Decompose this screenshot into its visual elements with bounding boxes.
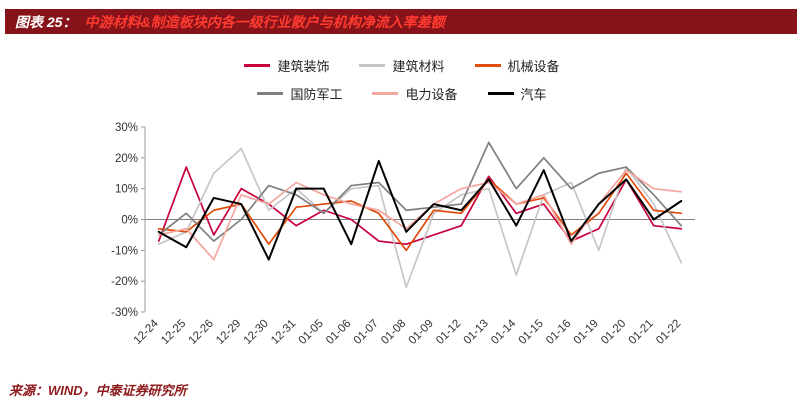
x-axis-label: 01-05 [297, 318, 326, 347]
legend-item: 建筑材料 [359, 56, 445, 75]
legend-label: 电力设备 [405, 87, 458, 102]
source-note: 来源：WIND，中泰证券研究所 [9, 383, 187, 398]
legend-label: 汽车 [520, 87, 547, 102]
line-chart: 30%20%10%0%-10%-20%-30%12-2412-2512-2612… [111, 122, 695, 347]
x-axis-label: 01-09 [407, 318, 436, 347]
y-axis-label: 0% [121, 215, 138, 227]
x-axis-label: 01-12 [434, 318, 463, 347]
figure-title: 中游材料&制造板块内各一级行业散户与机构净流入率差额 [84, 13, 445, 30]
legend-label: 国防军工 [290, 87, 343, 102]
x-axis-label: 01-06 [324, 318, 353, 347]
legend-item: 机械设备 [474, 56, 560, 75]
x-axis-label: 01-22 [654, 318, 683, 347]
legend-line-swatch [487, 92, 514, 95]
x-axis-label: 12-31 [269, 318, 298, 347]
x-axis-label: 01-21 [627, 318, 656, 347]
legend-row-2: 国防军工 电力设备 汽车 [257, 84, 547, 103]
series-line [157, 169, 683, 261]
legend-item: 国防军工 [257, 84, 342, 103]
chart-area: 30% 20% 10% 0% -10% -20% -30% 12-24 12-25 12-26 12… [95, 112, 715, 394]
y-axis-label: 10% [115, 184, 138, 196]
y-axis-label: -30% [111, 307, 138, 319]
legend-label: 建筑装饰 [277, 59, 330, 74]
legend-line-swatch [257, 92, 284, 95]
x-axis-label: 12-30 [242, 318, 271, 347]
figure-title-bar: 图表 25： 中游材料&制造板块内各一级行业散户与机构净流入率差额 [5, 9, 797, 34]
legend-line-swatch [244, 64, 271, 67]
x-axis-label: 01-14 [489, 317, 519, 347]
legend-line-swatch [474, 64, 501, 67]
series-line [157, 172, 683, 252]
chart-legend: 建筑装饰 建筑材料 机械设备国防军工 电力设备 汽车 [0, 56, 804, 103]
x-axis-label: 01-16 [544, 318, 573, 347]
x-axis-label: 12-24 [132, 317, 162, 347]
x-axis-label: 01-15 [517, 318, 546, 347]
legend-line-swatch [359, 64, 386, 67]
x-axis-label: 01-07 [352, 318, 381, 347]
x-axis-label: 01-08 [379, 318, 408, 347]
series-line [157, 166, 683, 246]
series-line [157, 147, 683, 289]
y-axis-label: 30% [115, 122, 138, 134]
legend-label: 建筑材料 [392, 59, 445, 74]
y-axis-label: -20% [111, 276, 138, 288]
legend-item: 汽车 [487, 84, 547, 103]
x-axis-label: 01-19 [572, 318, 601, 347]
figure-number: 图表 25： [15, 13, 77, 30]
x-axis-label: 12-26 [187, 318, 216, 347]
legend-label: 机械设备 [507, 59, 560, 74]
legend-item: 建筑装饰 [244, 56, 329, 75]
legend-item: 电力设备 [372, 84, 458, 103]
series-line [157, 141, 683, 242]
legend-row-1: 建筑装饰 建筑材料 机械设备 [244, 56, 560, 75]
x-axis-label: 12-25 [159, 318, 188, 347]
series-line [157, 159, 683, 261]
x-axis-label: 01-20 [599, 318, 628, 347]
x-axis-label: 01-13 [462, 318, 491, 347]
y-axis-label: -10% [111, 245, 138, 257]
legend-line-swatch [372, 92, 399, 95]
y-axis-label: 20% [115, 153, 138, 165]
x-axis-label: 12-29 [214, 318, 243, 347]
